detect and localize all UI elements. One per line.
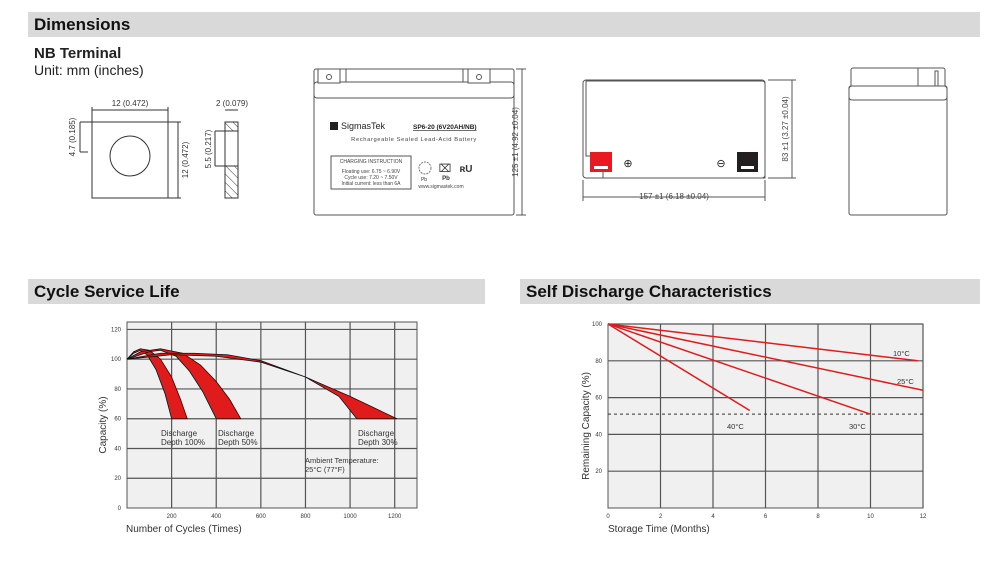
y-tick-label: 0 bbox=[118, 506, 122, 512]
y-tick-label: 40 bbox=[595, 432, 602, 438]
y-tick-label: 80 bbox=[114, 387, 121, 393]
terminal-plate bbox=[91, 121, 169, 199]
series-label: Discharge bbox=[218, 429, 255, 438]
y-tick-label: 60 bbox=[114, 417, 121, 423]
brand-name: SigmasTek bbox=[341, 121, 386, 131]
cycle-life-chart: 200 400 600 800 1000 1200 0 20 40 60 80 100 120 Numbe… bbox=[98, 321, 418, 535]
cycle-life-band bbox=[126, 348, 242, 420]
height-dim: 125 ±1 (4.92 ±0.04) bbox=[511, 107, 520, 177]
depth-dim: 83 ±1 (3.27 ±0.04) bbox=[781, 96, 790, 162]
negative-terminal-mark bbox=[741, 166, 754, 169]
battery-front-view bbox=[313, 68, 526, 216]
series-label: Depth 30% bbox=[358, 438, 398, 447]
y-tick-label: 100 bbox=[111, 357, 122, 363]
y-axis-label: Capacity (%) bbox=[98, 396, 109, 453]
x-tick-label: 0 bbox=[606, 514, 610, 520]
x-tick-label: 4 bbox=[711, 514, 715, 520]
self-discharge-chart: 0 2 4 6 8 10 12 20 40 60 80 100 Storage Time (Months… bbox=[581, 322, 927, 535]
cycle-life-band bbox=[126, 352, 398, 420]
series-label: Depth 50% bbox=[218, 438, 258, 447]
plus-icon: ⊕ bbox=[623, 158, 632, 170]
x-tick-label: 10 bbox=[867, 514, 874, 520]
discharge-line bbox=[607, 323, 871, 415]
minus-icon: ⊖ bbox=[716, 158, 725, 170]
x-tick-label: 1200 bbox=[388, 514, 402, 520]
x-axis-label: Number of Cycles (Times) bbox=[126, 524, 242, 535]
terminal-slot-dim: 5.5 (0.217) bbox=[204, 129, 213, 168]
x-tick-label: 800 bbox=[300, 514, 311, 520]
terminal-hole-offset-dim: 4.7 (0.185) bbox=[68, 117, 77, 156]
y-tick-label: 120 bbox=[111, 327, 122, 333]
battery-top-view bbox=[582, 79, 796, 201]
x-tick-label: 12 bbox=[920, 514, 927, 520]
series-label: Depth 100% bbox=[161, 438, 205, 447]
annotation: 25°C (77°F) bbox=[305, 465, 345, 474]
ul-icon: ʀU bbox=[459, 164, 472, 175]
series-label: 10°C bbox=[893, 349, 910, 358]
terminal-width-dim: 12 (0.472) bbox=[112, 99, 149, 108]
x-tick-label: 6 bbox=[764, 514, 768, 520]
series-label: 25°C bbox=[897, 377, 914, 386]
bin-pb-label: Pb bbox=[442, 176, 450, 182]
y-tick-label: 20 bbox=[595, 469, 602, 475]
y-tick-label: 20 bbox=[114, 476, 121, 482]
website-label: www.sigmastek.com bbox=[418, 184, 463, 190]
x-tick-label: 200 bbox=[167, 514, 178, 520]
section-header-dimensions: Dimensions bbox=[28, 12, 980, 37]
x-axis-label: Storage Time (Months) bbox=[608, 524, 710, 535]
series-label: 40°C bbox=[727, 422, 744, 431]
series-label: Discharge bbox=[358, 429, 395, 438]
battery-subtitle: Rechargeable Sealed Lead-Acid Battery bbox=[351, 137, 477, 143]
bin-icon: ⌧ bbox=[439, 163, 452, 175]
terminal-thickness-dim: 2 (0.079) bbox=[216, 99, 248, 108]
series-label: Discharge bbox=[161, 429, 198, 438]
y-tick-label: 100 bbox=[592, 322, 603, 328]
discharge-line bbox=[607, 323, 918, 362]
charging-line: Cycle use: 7.20 ~ 7.50V bbox=[344, 175, 398, 181]
charging-title: CHARGING INSTRUCTION bbox=[340, 159, 403, 165]
battery-side-view bbox=[848, 67, 948, 216]
unit-label: Unit: mm (inches) bbox=[34, 62, 144, 78]
charging-line: Floating use: 6.75 ~ 6.90V bbox=[342, 169, 401, 175]
charging-line: Initial current: less than 6A bbox=[342, 181, 402, 187]
terminal-title: NB Terminal bbox=[34, 45, 122, 62]
discharge-line bbox=[607, 323, 751, 412]
length-dim: 157 ±1 (6.18 ±0.04) bbox=[639, 192, 709, 201]
y-axis-label: Remaining Capacity (%) bbox=[581, 372, 592, 480]
y-tick-label: 80 bbox=[595, 359, 602, 365]
recycle-pb-label: Pb bbox=[421, 177, 427, 183]
section-header-self-discharge: Self Discharge Characteristics bbox=[520, 279, 980, 304]
y-tick-label: 40 bbox=[114, 446, 121, 452]
recycle-icon bbox=[418, 161, 432, 175]
model-label: SP6-20 (6V20AH/NB) bbox=[413, 124, 477, 131]
terminal-drawing bbox=[79, 107, 239, 199]
x-tick-label: 8 bbox=[816, 514, 820, 520]
series-label: 30°C bbox=[849, 422, 866, 431]
positive-terminal-mark bbox=[594, 166, 608, 169]
x-tick-label: 400 bbox=[211, 514, 222, 520]
discharge-line bbox=[607, 323, 924, 391]
x-tick-label: 2 bbox=[659, 514, 663, 520]
x-tick-label: 1000 bbox=[343, 514, 357, 520]
section-header-cycle-life: Cycle Service Life bbox=[28, 279, 485, 304]
terminal-height-dim: 12 (0.472) bbox=[181, 141, 190, 178]
annotation: Ambient Temperature: bbox=[305, 456, 379, 465]
dimension-drawings: 12 (0.472) 4.7 (0.185) 12 (0.472) 2 (0.0… bbox=[68, 67, 948, 216]
brand-logo bbox=[330, 122, 338, 130]
y-tick-label: 60 bbox=[595, 396, 602, 402]
x-tick-label: 600 bbox=[256, 514, 267, 520]
terminal-hole bbox=[109, 135, 151, 177]
